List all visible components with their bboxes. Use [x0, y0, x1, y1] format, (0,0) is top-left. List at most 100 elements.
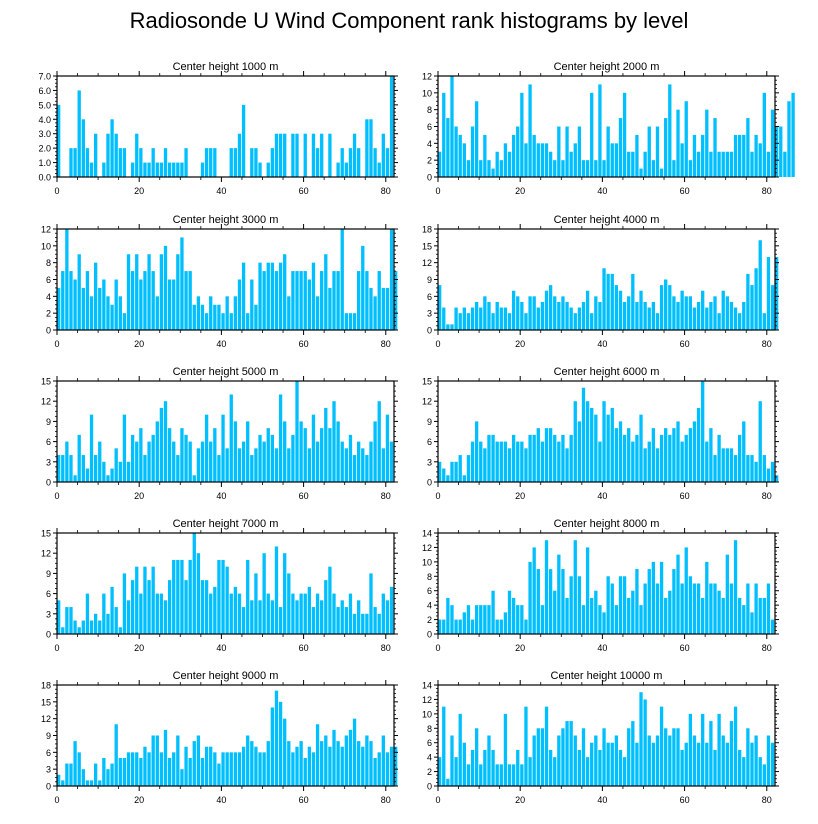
panel-title: Center height 8000 m: [554, 518, 660, 530]
histogram-bar: [729, 721, 734, 786]
histogram-bar: [655, 313, 660, 330]
histogram-bar: [373, 296, 377, 330]
histogram-bar: [167, 757, 172, 786]
histogram-bar: [233, 296, 238, 330]
histogram-bar: [246, 735, 250, 786]
histogram-bar: [585, 757, 590, 786]
histogram-bar: [344, 735, 348, 786]
histogram-panel: Center height 2000 m 0 2 4 6 8 10 12 0 20 40 60 80: [422, 61, 795, 196]
histogram-bar: [721, 290, 725, 330]
histogram-bar: [332, 593, 336, 634]
histogram-bar: [536, 569, 540, 634]
histogram-bar: [594, 735, 598, 786]
histogram-bar: [643, 699, 647, 786]
histogram-bar: [733, 706, 738, 786]
y-tick-label: 12: [422, 695, 432, 705]
histogram-bar: [110, 763, 114, 786]
histogram-bar: [114, 607, 118, 634]
histogram-bar: [163, 245, 168, 330]
histogram-bar: [213, 752, 217, 786]
histogram-bar: [713, 749, 717, 786]
histogram-bar: [89, 780, 94, 786]
histogram-bar: [635, 742, 639, 786]
histogram-bar: [610, 583, 614, 634]
histogram-bar: [770, 742, 775, 786]
histogram-bar: [659, 285, 664, 330]
histogram-bar: [291, 593, 295, 634]
histogram-bar: [487, 605, 491, 634]
histogram-bar: [659, 168, 664, 177]
histogram-bar: [569, 434, 573, 482]
histogram-bar: [544, 540, 549, 634]
histogram-bar: [573, 735, 577, 786]
histogram-bar: [491, 590, 495, 634]
histogram-bar: [283, 254, 287, 330]
histogram-bar: [336, 607, 340, 634]
histogram-bar: [561, 434, 565, 482]
histogram-bar: [377, 752, 381, 786]
histogram-bar: [344, 607, 348, 634]
histogram-bar: [672, 569, 676, 634]
y-tick-label: 10: [422, 709, 432, 719]
histogram-bar: [369, 119, 373, 177]
histogram-bar: [229, 593, 233, 634]
histogram-bar: [139, 279, 143, 330]
histogram-bar: [291, 752, 295, 786]
histogram-bar: [155, 162, 159, 177]
histogram-bar: [692, 583, 697, 634]
histogram-bar: [602, 612, 606, 634]
histogram-bar: [328, 428, 332, 482]
histogram-bar: [483, 605, 487, 634]
histogram-bar: [676, 109, 680, 177]
histogram-bar: [213, 304, 217, 330]
histogram-bar: [511, 434, 516, 482]
y-tick-label: 10: [41, 241, 51, 251]
histogram-bar: [573, 540, 577, 634]
histogram-bar: [93, 133, 98, 177]
histogram-bar: [544, 428, 549, 482]
histogram-bar: [503, 713, 508, 786]
histogram-bar: [151, 735, 155, 786]
histogram-bar: [664, 597, 668, 634]
histogram-bar: [458, 455, 462, 482]
histogram-bar: [106, 769, 110, 786]
histogram-bar: [627, 728, 631, 786]
histogram-bar: [176, 162, 180, 177]
x-tick-label: 0: [54, 643, 59, 653]
histogram-bar: [135, 254, 139, 330]
x-tick-label: 0: [54, 491, 59, 501]
histogram-bar: [118, 461, 122, 482]
histogram-bar: [130, 580, 135, 634]
histogram-bar: [495, 151, 499, 177]
histogram-bar: [585, 160, 590, 177]
histogram-bar: [237, 133, 242, 177]
histogram-bar: [324, 407, 328, 482]
histogram-bar: [495, 301, 499, 330]
histogram-bar: [93, 262, 98, 330]
histogram-bar: [151, 271, 155, 330]
histogram-bar: [450, 461, 454, 482]
histogram-bar: [102, 461, 106, 482]
histogram-bar: [315, 724, 320, 786]
histogram-bar: [118, 296, 122, 330]
histogram-bar: [361, 245, 365, 330]
histogram-bar: [250, 600, 254, 634]
histogram-bar: [295, 381, 299, 482]
histogram-bar: [225, 448, 229, 482]
histogram-bar: [553, 434, 557, 482]
histogram-bar: [479, 441, 483, 482]
histogram-bar: [577, 126, 582, 177]
histogram-bar: [139, 593, 143, 634]
histogram-bar: [340, 600, 344, 634]
histogram-bar: [274, 690, 279, 786]
histogram-bar: [77, 254, 81, 330]
histogram-bar: [118, 627, 122, 634]
histogram-bar: [126, 254, 131, 330]
histogram-bar: [762, 597, 766, 634]
histogram-bar: [754, 583, 758, 634]
histogram-bar: [147, 752, 151, 786]
y-tick-label: 8: [427, 572, 432, 582]
histogram-bar: [581, 387, 586, 482]
histogram-bar: [635, 301, 639, 330]
y-tick-label: 14: [422, 681, 432, 691]
